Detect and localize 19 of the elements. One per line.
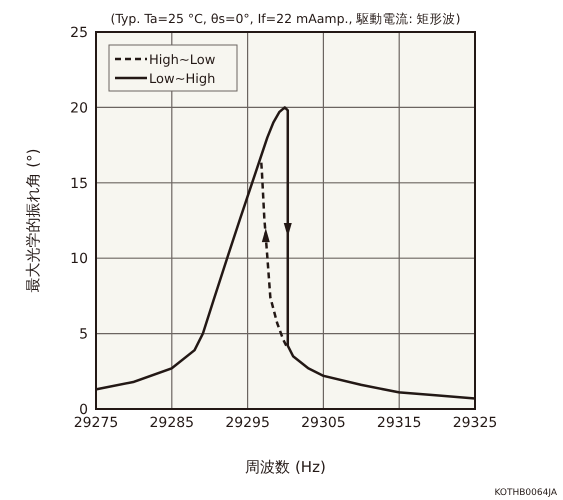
y-tick-label: 5 [79, 326, 88, 343]
legend-label: High∼Low [149, 53, 216, 68]
text: KOTHB0064JA [494, 488, 558, 498]
x-tick-label: 29315 [376, 415, 422, 431]
x-tick-label: 29285 [150, 415, 194, 431]
chart-title: (Typ. Ta=25 °C, θs=0°, If=22 mAamp., 駆動電流: 矩形波) [110, 11, 461, 26]
x-tick-label: 29325 [452, 415, 498, 431]
x-axis-title: 周波数 (Hz) [245, 458, 326, 476]
y-tick-label: 10 [70, 251, 88, 268]
x-tick-label: 29305 [301, 415, 346, 431]
line-series [260, 160, 288, 347]
x-tick-label: 29295 [225, 415, 270, 431]
y-tick-label: 0 [79, 402, 88, 418]
y-tick-label: 20 [70, 100, 88, 116]
y-axis-title: 最大光学的振れ角 (°) [24, 148, 42, 292]
y-tick-label: 25 [70, 25, 88, 41]
legend-label: Low∼High [149, 72, 216, 87]
y-tick-label: 15 [70, 176, 88, 192]
x-tick-label: 29275 [74, 415, 118, 431]
